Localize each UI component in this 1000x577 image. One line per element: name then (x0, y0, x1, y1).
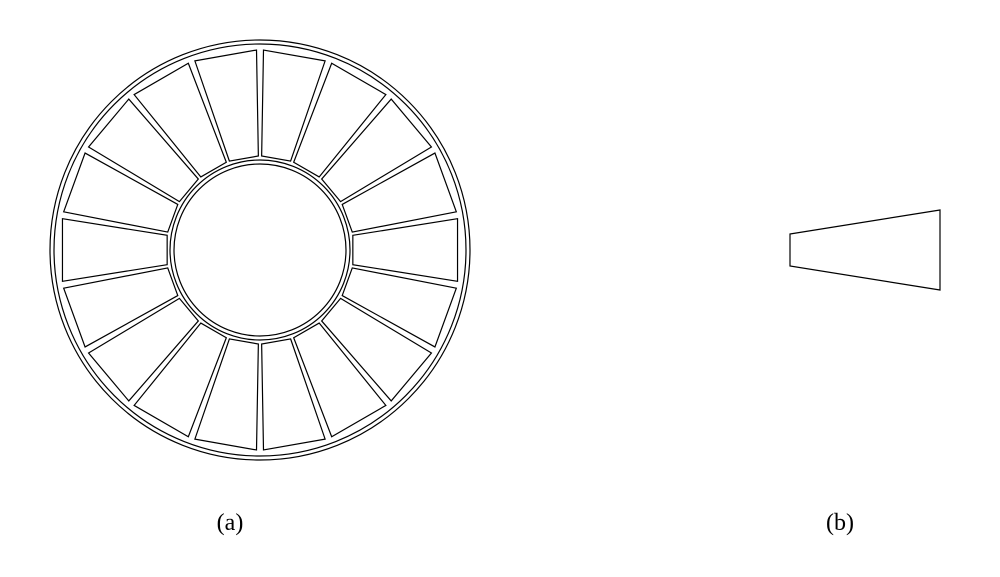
panel-a-caption: (a) (200, 510, 260, 537)
single-segment (790, 210, 940, 290)
panel-a-ring-diagram (48, 38, 472, 462)
ring-segment (64, 153, 178, 232)
ring-segment (64, 268, 178, 347)
ring-segment (294, 323, 386, 437)
ring-segment (342, 268, 456, 347)
ring-segment (134, 323, 226, 437)
ring-segment (353, 219, 458, 282)
ring-segment (342, 153, 456, 232)
ring-segment (134, 63, 226, 177)
figure-canvas: (a) (b) (0, 0, 1000, 577)
ring-segment (294, 63, 386, 177)
panel-b-caption: (b) (810, 510, 870, 537)
ring-segment (62, 219, 167, 282)
panel-b-trapezoid (786, 206, 944, 294)
